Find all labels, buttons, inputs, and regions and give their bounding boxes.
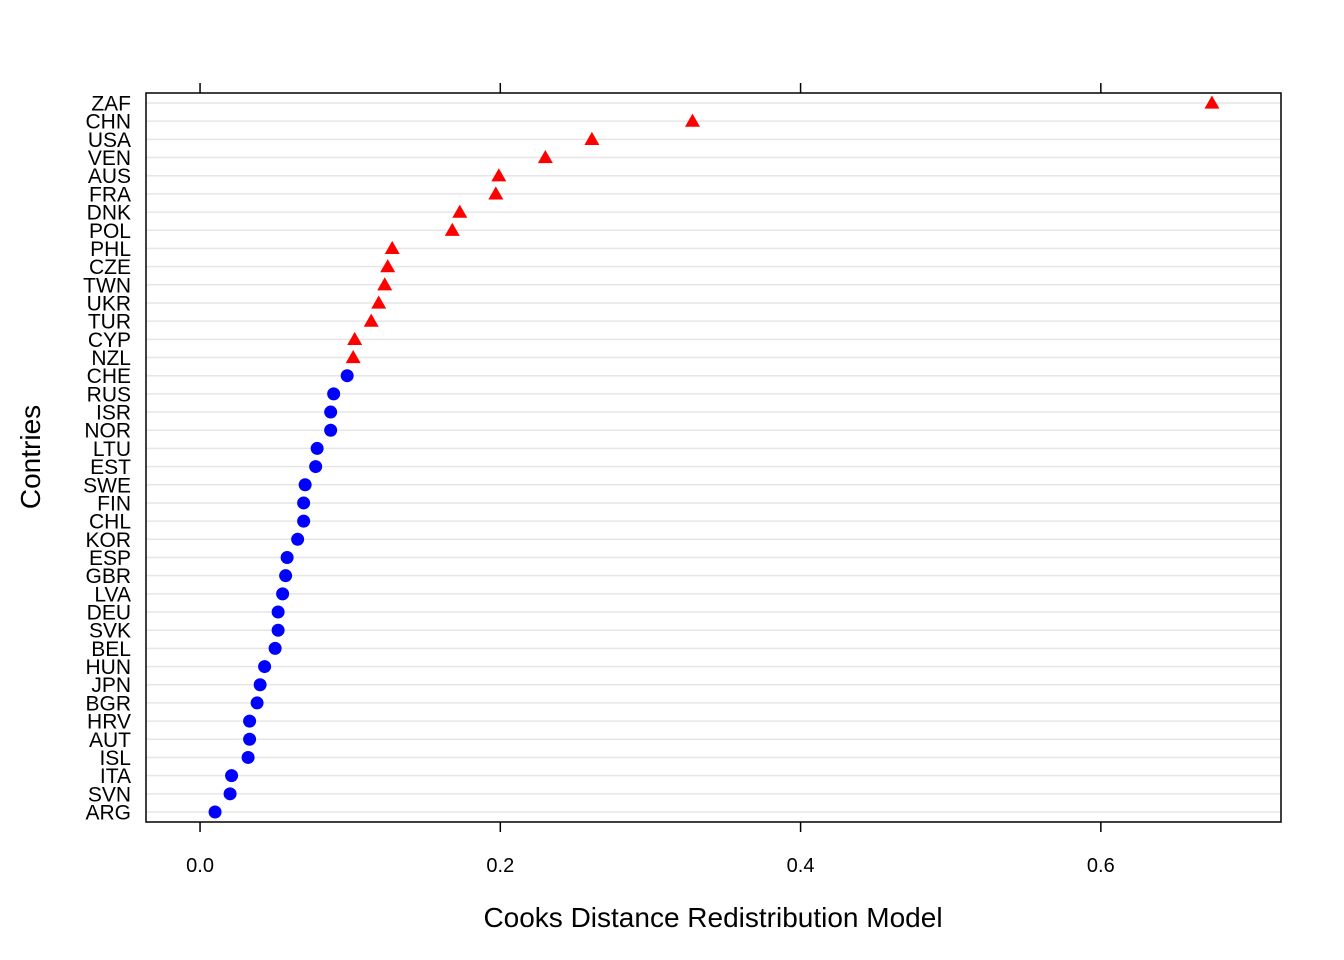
x-tick-label: 0.6	[1087, 855, 1115, 877]
data-point-lva	[276, 587, 290, 601]
data-point-isr	[324, 405, 338, 419]
country-label-est: EST	[90, 456, 131, 479]
country-label-isr: ISR	[96, 402, 131, 425]
country-label-isl: ISL	[99, 747, 131, 770]
country-label-che: CHE	[87, 365, 131, 388]
data-point-est	[309, 460, 323, 474]
data-point-gbr	[279, 569, 293, 583]
x-axis-title: Cooks Distance Redistribution Model	[483, 902, 942, 933]
country-label-hrv: HRV	[87, 711, 131, 734]
data-point-aus	[491, 168, 507, 182]
country-label-ita: ITA	[100, 765, 131, 788]
data-point-hrv	[243, 714, 257, 728]
data-point-ven	[537, 150, 553, 164]
country-label-hun: HUN	[86, 656, 132, 679]
data-point-fra	[488, 186, 504, 200]
data-point-twn	[377, 277, 393, 291]
y-axis-title: Contries	[15, 405, 46, 509]
data-point-usa	[584, 131, 600, 145]
plot-frame	[145, 92, 1282, 823]
data-point-nzl	[345, 350, 361, 364]
country-label-fra: FRA	[89, 183, 131, 206]
country-label-twn: TWN	[83, 274, 131, 297]
country-label-kor: KOR	[85, 529, 131, 552]
data-point-esp	[280, 550, 294, 564]
gridlines	[146, 102, 1281, 813]
country-label-arg: ARG	[85, 802, 131, 825]
data-point-phl	[384, 240, 400, 255]
country-label-cyp: CYP	[88, 329, 131, 352]
data-point-chn	[684, 113, 700, 127]
country-label-aut: AUT	[89, 729, 131, 752]
country-label-tur: TUR	[88, 311, 131, 334]
country-label-ukr: UKR	[87, 292, 131, 315]
country-label-nzl: NZL	[91, 347, 131, 370]
country-label-ven: VEN	[88, 147, 131, 170]
country-label-nor: NOR	[84, 420, 131, 443]
data-point-hun	[258, 660, 272, 674]
data-point-kor	[291, 532, 305, 546]
data-point-zaf	[1204, 95, 1220, 109]
x-tick-label: 0.0	[186, 855, 214, 877]
y-axis-country-labels: ZAFCHNUSAVENAUSFRADNKPOLPHLCZETWNUKRTURC…	[83, 93, 131, 825]
data-point-ukr	[371, 295, 387, 309]
country-label-bgr: BGR	[85, 692, 131, 715]
country-label-deu: DEU	[87, 602, 131, 625]
country-label-fin: FIN	[97, 492, 131, 515]
country-label-svn: SVN	[88, 783, 131, 806]
data-point-che	[340, 369, 354, 383]
data-point-dnk	[452, 204, 468, 218]
data-point-chl	[297, 514, 311, 528]
data-point-deu	[271, 605, 285, 619]
country-label-rus: RUS	[87, 383, 131, 406]
country-label-esp: ESP	[89, 547, 131, 570]
country-label-jpn: JPN	[91, 674, 131, 697]
data-point-pol	[444, 222, 460, 236]
country-label-bel: BEL	[91, 638, 131, 661]
data-point-arg	[208, 805, 222, 819]
country-label-swe: SWE	[83, 474, 131, 497]
x-axis: 0.0 0.2 0.4 0.6	[186, 83, 1115, 877]
data-point-ita	[225, 769, 239, 783]
data-points	[208, 95, 1220, 819]
country-label-zaf: ZAF	[91, 93, 131, 116]
country-label-ltu: LTU	[93, 438, 131, 461]
country-label-chn: CHN	[86, 111, 132, 134]
x-tick-label: 0.4	[787, 855, 815, 877]
data-point-nor	[324, 423, 338, 437]
data-point-ltu	[310, 441, 324, 455]
data-point-rus	[327, 387, 341, 401]
data-point-bel	[268, 641, 282, 655]
data-point-aut	[243, 732, 257, 746]
data-point-svn	[223, 787, 237, 801]
x-tick-label: 0.2	[486, 855, 514, 877]
country-label-phl: PHL	[90, 238, 131, 261]
data-point-svk	[271, 623, 285, 637]
country-label-gbr: GBR	[85, 565, 131, 588]
data-point-bgr	[250, 696, 264, 710]
country-label-aus: AUS	[88, 165, 131, 188]
country-label-usa: USA	[88, 129, 131, 152]
data-point-jpn	[253, 678, 267, 692]
data-point-cyp	[347, 331, 363, 345]
data-point-swe	[298, 478, 312, 492]
data-point-tur	[363, 313, 379, 327]
country-label-lva: LVA	[94, 583, 131, 606]
data-point-cze	[380, 259, 396, 273]
country-label-chl: CHL	[89, 511, 131, 534]
data-point-isl	[241, 750, 255, 764]
country-label-pol: POL	[89, 220, 131, 243]
country-label-cze: CZE	[89, 256, 131, 279]
data-point-fin	[297, 496, 311, 510]
country-label-dnk: DNK	[87, 202, 131, 225]
country-label-svk: SVK	[89, 620, 131, 643]
